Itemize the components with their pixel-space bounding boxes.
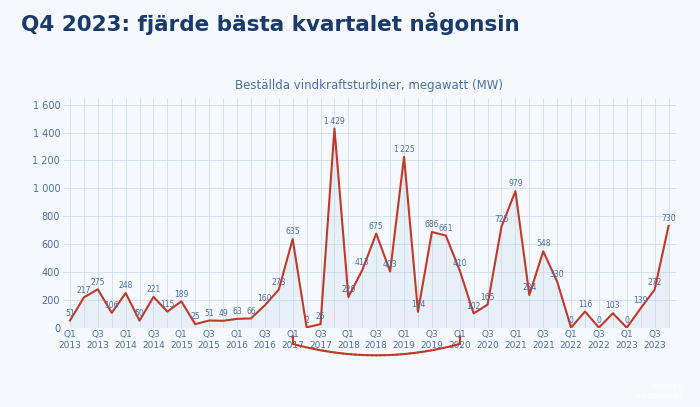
Text: 979: 979 (508, 179, 523, 188)
Text: 25: 25 (190, 312, 200, 322)
Text: 220: 220 (341, 285, 356, 294)
Text: 139: 139 (634, 296, 648, 306)
Text: 50: 50 (134, 309, 144, 318)
Text: 189: 189 (174, 289, 188, 298)
Text: 413: 413 (355, 258, 370, 267)
Text: 330: 330 (550, 270, 564, 279)
Text: 115: 115 (160, 300, 174, 309)
Text: 248: 248 (118, 281, 133, 290)
Text: svensk
vindenergi: svensk vindenergi (634, 382, 682, 401)
Text: 272: 272 (648, 278, 661, 287)
Text: 730: 730 (662, 214, 676, 223)
Text: 102: 102 (466, 302, 481, 311)
Text: 234: 234 (522, 283, 537, 292)
Text: 51: 51 (65, 309, 75, 318)
Text: 1 225: 1 225 (393, 145, 414, 154)
Text: 661: 661 (439, 224, 453, 233)
Text: 116: 116 (578, 300, 592, 309)
Text: 66: 66 (246, 306, 256, 316)
Text: 403: 403 (383, 260, 398, 269)
Text: 275: 275 (90, 278, 105, 287)
Text: 410: 410 (452, 259, 467, 268)
Text: 1 429: 1 429 (324, 117, 345, 126)
Text: 635: 635 (286, 228, 300, 236)
Text: 0: 0 (624, 316, 629, 325)
Text: 0: 0 (596, 316, 601, 325)
Text: 725: 725 (494, 215, 509, 224)
Text: 114: 114 (411, 300, 425, 309)
Text: Q4 2023: fjärde bästa kvartalet någonsin: Q4 2023: fjärde bästa kvartalet någonsin (21, 12, 519, 35)
Text: 273: 273 (272, 278, 286, 287)
Title: Beställda vindkraftsturbiner, megawatt (MW): Beställda vindkraftsturbiner, megawatt (… (235, 79, 503, 92)
Text: 548: 548 (536, 239, 550, 249)
Text: 221: 221 (146, 285, 160, 294)
Text: 160: 160 (258, 293, 272, 302)
Text: 686: 686 (425, 220, 439, 229)
Text: 0: 0 (568, 316, 573, 325)
Text: 106: 106 (104, 301, 119, 310)
Text: 217: 217 (77, 286, 91, 295)
Text: 165: 165 (480, 293, 495, 302)
Text: 103: 103 (606, 302, 620, 311)
Text: 51: 51 (204, 309, 214, 318)
Text: 2: 2 (304, 315, 309, 324)
Text: 675: 675 (369, 222, 384, 231)
Text: 49: 49 (218, 309, 228, 318)
Text: 63: 63 (232, 307, 242, 316)
Text: 25: 25 (316, 312, 326, 322)
